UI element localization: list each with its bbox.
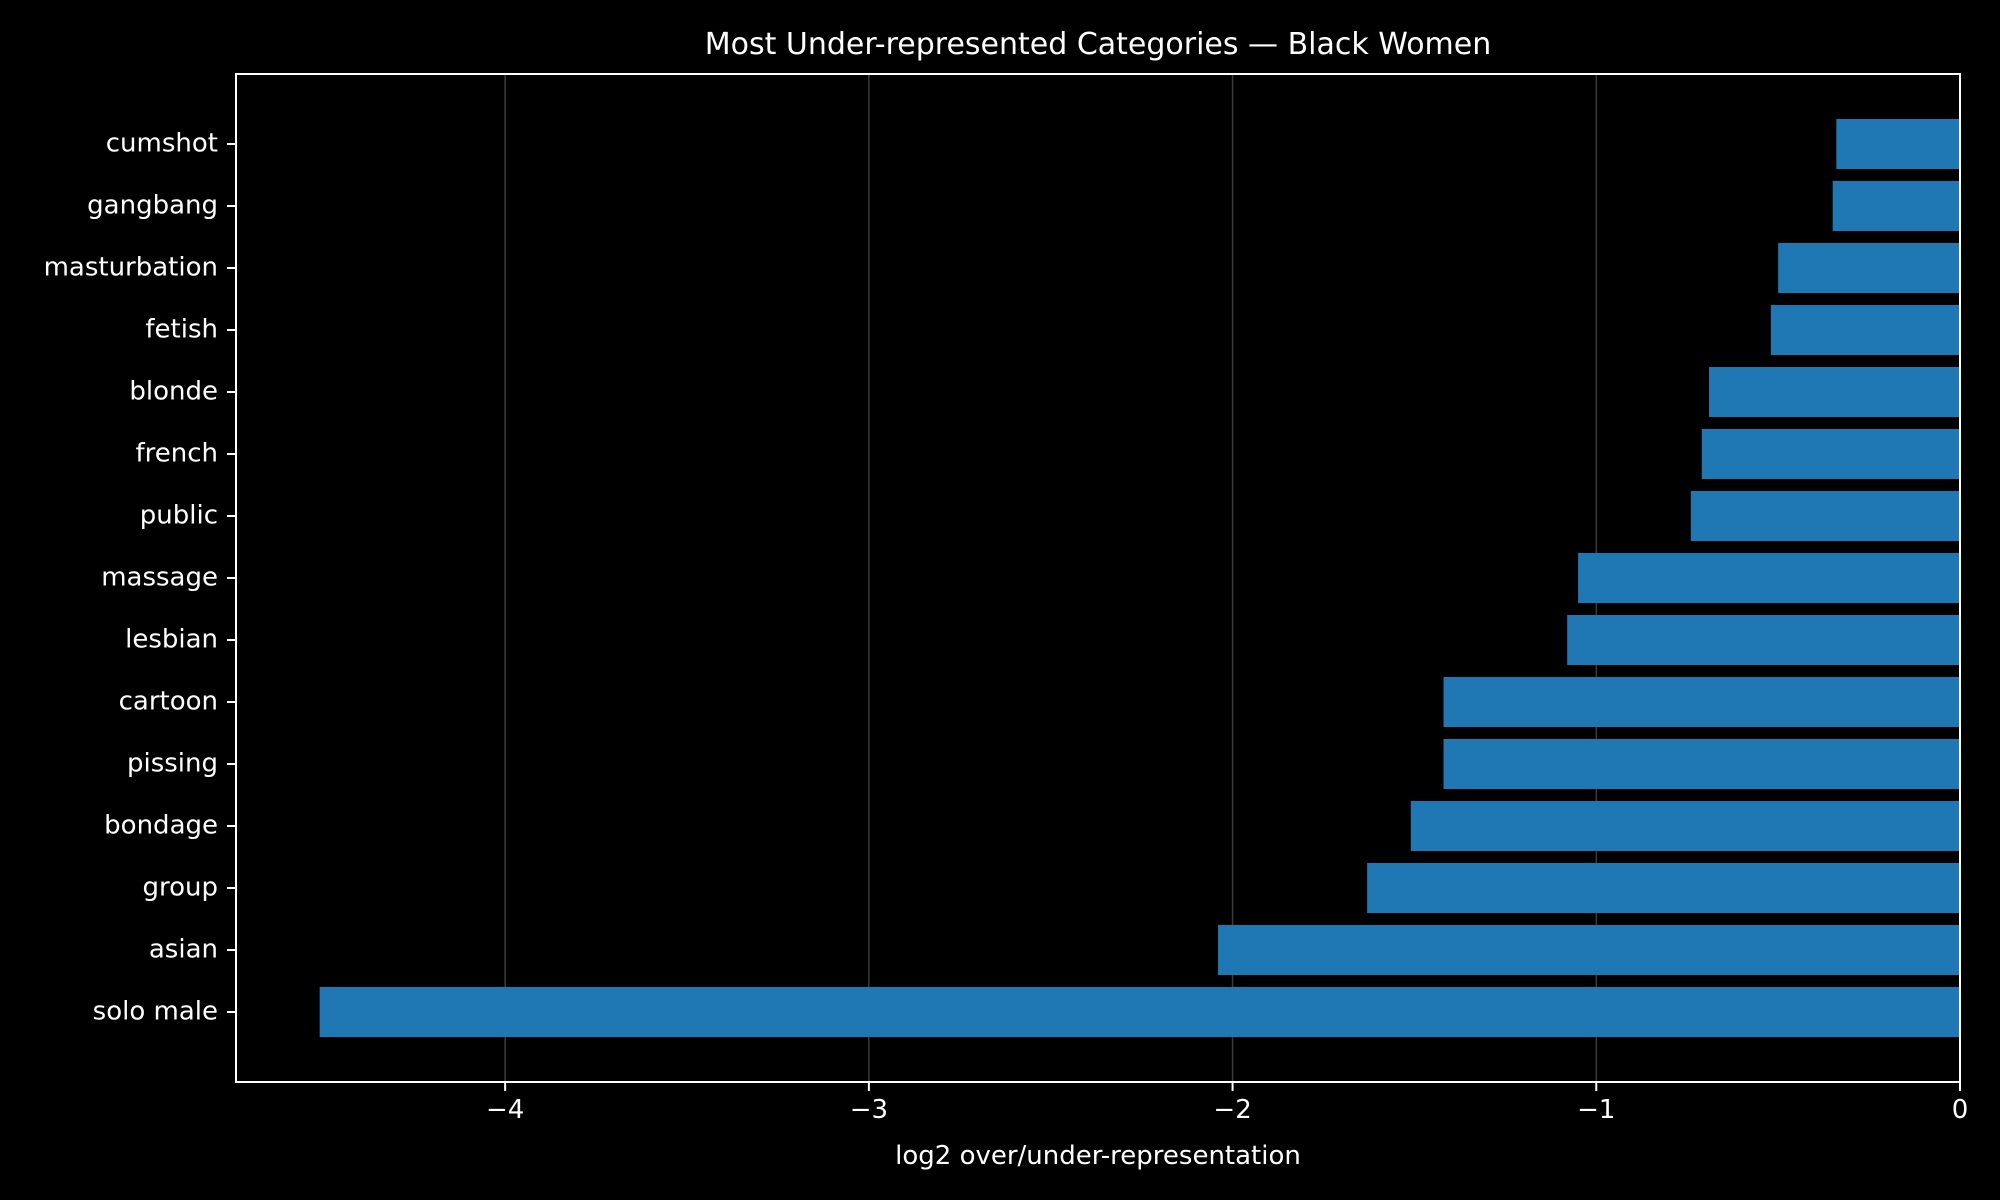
x-tick-label: −4 (486, 1095, 524, 1125)
bar-masturbation (1778, 243, 1960, 293)
y-tick-label: masturbation (44, 253, 218, 283)
bar-gangbang (1832, 181, 1960, 231)
bar-group (1367, 863, 1960, 913)
y-tick-label: gangbang (87, 191, 218, 221)
x-tick-label: 0 (1952, 1095, 1969, 1125)
x-axis-label: log2 over/under-representation (895, 1141, 1301, 1171)
y-tick-label: lesbian (125, 625, 218, 655)
y-tick-label: french (135, 439, 218, 469)
bar-cumshot (1836, 119, 1960, 169)
chart-title: Most Under-represented Categories — Blac… (705, 27, 1492, 62)
bar-asian (1218, 925, 1960, 975)
bar-solo-male (319, 987, 1960, 1037)
x-tick-label: −2 (1213, 1095, 1251, 1125)
bar-lesbian (1567, 615, 1960, 665)
bar-cartoon (1443, 677, 1960, 727)
y-tick-label: massage (101, 563, 218, 593)
bar-public (1690, 491, 1960, 541)
bar-pissing (1443, 739, 1960, 789)
x-axis-ticks: −4 −3 −2 −1 0 (486, 1082, 1968, 1125)
y-tick-label: cartoon (119, 687, 218, 717)
bars (319, 119, 1960, 1037)
y-tick-label: asian (149, 935, 218, 965)
y-tick-label: bondage (104, 811, 218, 841)
bar-massage (1578, 553, 1960, 603)
bar-french (1701, 429, 1960, 479)
x-tick-label: −1 (1577, 1095, 1615, 1125)
y-tick-label: fetish (145, 315, 218, 345)
y-tick-label: solo male (93, 997, 218, 1027)
bar-blonde (1709, 367, 1960, 417)
y-tick-label: cumshot (106, 129, 218, 159)
y-tick-label: group (142, 873, 218, 903)
bar-bondage (1410, 801, 1960, 851)
y-tick-label: pissing (127, 749, 218, 779)
y-tick-label: blonde (129, 377, 218, 407)
y-tick-label: public (140, 501, 218, 531)
y-axis-ticks: cumshot gangbang masturbation fetish blonde f… (44, 129, 236, 1027)
x-tick-label: −3 (850, 1095, 888, 1125)
bar-fetish (1770, 305, 1960, 355)
